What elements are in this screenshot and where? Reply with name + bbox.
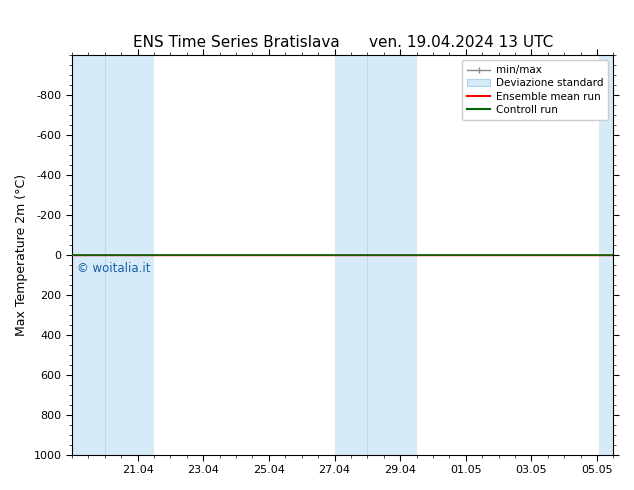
Bar <box>72 55 154 455</box>
Text: © woitalia.it: © woitalia.it <box>77 262 151 275</box>
Title: ENS Time Series Bratislava      ven. 19.04.2024 13 UTC: ENS Time Series Bratislava ven. 19.04.20… <box>133 35 553 49</box>
Legend: min/max, Deviazione standard, Ensemble mean run, Controll run: min/max, Deviazione standard, Ensemble m… <box>462 60 608 120</box>
Y-axis label: Max Temperature 2m (°C): Max Temperature 2m (°C) <box>15 173 28 336</box>
Bar <box>335 55 417 455</box>
Bar <box>598 55 614 455</box>
